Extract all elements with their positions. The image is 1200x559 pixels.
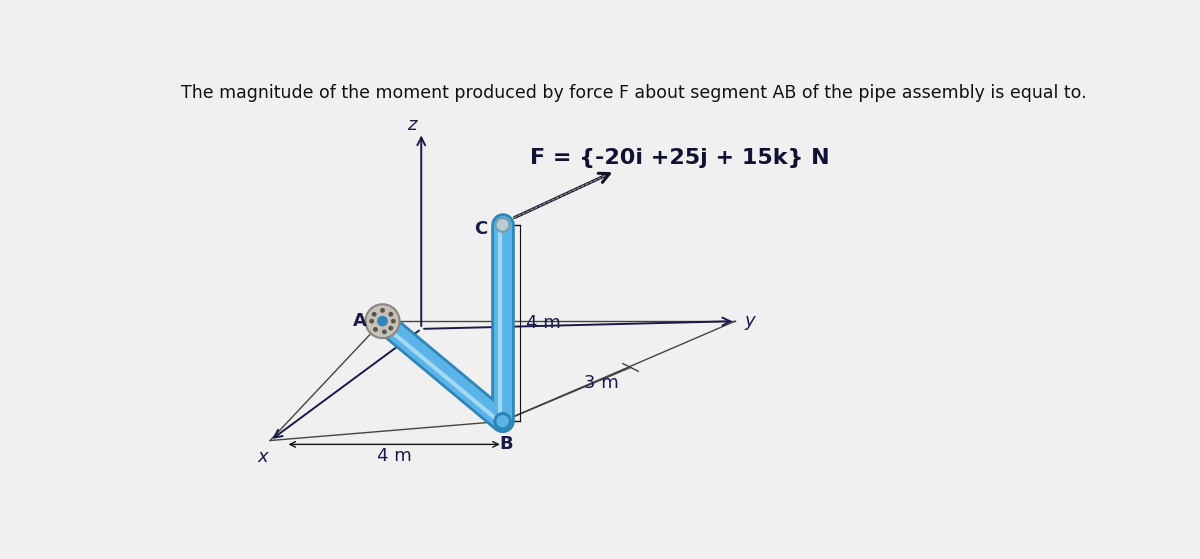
Circle shape (389, 312, 392, 316)
Text: A: A (353, 312, 367, 330)
Circle shape (383, 330, 386, 334)
Circle shape (374, 328, 377, 331)
Text: C: C (474, 220, 487, 238)
Text: 4 m: 4 m (377, 447, 412, 466)
Circle shape (378, 316, 388, 326)
Text: y: y (744, 312, 755, 330)
Circle shape (391, 320, 395, 323)
Text: F = {-20i +25j + 15k} N: F = {-20i +25j + 15k} N (529, 148, 829, 168)
Text: 4 m: 4 m (526, 314, 560, 332)
Circle shape (389, 326, 392, 330)
Circle shape (380, 309, 384, 312)
Circle shape (494, 414, 510, 429)
Text: The magnitude of the moment produced by force F about segment AB of the pipe ass: The magnitude of the moment produced by … (181, 84, 1087, 102)
Text: B: B (499, 435, 514, 453)
Circle shape (372, 312, 376, 316)
Circle shape (370, 320, 373, 323)
Circle shape (366, 304, 400, 338)
Circle shape (496, 218, 510, 232)
Text: x: x (257, 448, 268, 466)
Text: 3 m: 3 m (584, 374, 619, 392)
Text: z: z (407, 116, 416, 134)
